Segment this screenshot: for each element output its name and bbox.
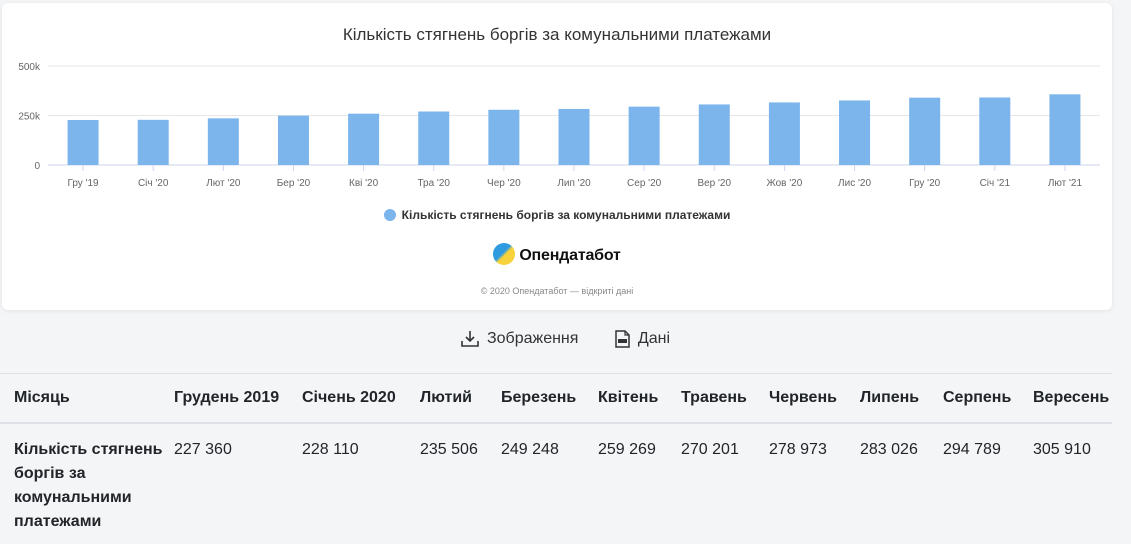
table-header-row: Місяць Грудень 2019 Січень 2020 Лютий Берез… xyxy=(0,374,1112,424)
table-row-label: Кількість стягнень боргів за комунальним… xyxy=(0,423,174,534)
x-tick-label: Лис '20 xyxy=(838,178,871,189)
table-header-month: Місяць xyxy=(0,374,174,424)
data-table: Місяць Грудень 2019 Січень 2020 Лютий Берез… xyxy=(0,374,1112,534)
bar xyxy=(909,97,941,165)
x-tick-label: Жов '20 xyxy=(766,178,802,189)
bar xyxy=(698,104,730,165)
table-cell: 249 248 xyxy=(501,441,559,458)
y-tick-label: 0 xyxy=(34,161,40,172)
bar xyxy=(488,109,520,165)
bar xyxy=(558,108,590,165)
table-cell: 305 910 xyxy=(1033,441,1091,458)
table-row-label-text: Кількість стягнень боргів за комунальним… xyxy=(14,441,163,530)
table-cell: 235 506 xyxy=(420,441,478,458)
download-data-label: Дані xyxy=(637,330,671,347)
brand-name: Опендатабот xyxy=(519,247,621,264)
x-tick-label: Лют '21 xyxy=(1048,178,1083,189)
chart-title: Кількість стягнень боргів за комунальним… xyxy=(342,25,772,44)
bar xyxy=(628,106,660,165)
x-tick-label: Лип '20 xyxy=(557,178,591,189)
bar xyxy=(137,119,169,165)
table-header-cell: Липень xyxy=(860,374,943,424)
table-cell: 294 789 xyxy=(943,441,1001,458)
legend-marker xyxy=(383,209,396,221)
table-cell: 228 110 xyxy=(302,441,359,458)
table-header-cell: Травень xyxy=(681,374,769,424)
x-tick-label: Гру '19 xyxy=(68,178,100,189)
table-cell: 270 201 xyxy=(681,441,739,458)
bar xyxy=(839,100,871,165)
x-tick-label: Кві '20 xyxy=(349,178,379,189)
bar xyxy=(979,97,1011,165)
table-header-cell: Лютий xyxy=(420,374,501,424)
bar xyxy=(277,115,309,165)
x-tick-label: Вер '20 xyxy=(697,178,731,189)
bar xyxy=(207,118,239,165)
x-tick-label: Бер '20 xyxy=(277,178,311,189)
table-row: Кількість стягнень боргів за комунальним… xyxy=(0,423,1112,534)
legend-label: Кількість стягнень боргів за комунальним… xyxy=(401,208,731,222)
table-cell: 259 269 xyxy=(598,441,656,458)
table-header-cell: Серпень xyxy=(943,374,1033,424)
x-tick-label: Тра '20 xyxy=(417,178,450,189)
table-header-cell: Червень xyxy=(769,374,860,424)
download-icon xyxy=(461,331,479,347)
table-cell: 283 026 xyxy=(860,441,918,458)
csv-file-icon xyxy=(615,330,630,348)
bar-chart: 0 250k 500k Гру '19 Січ '20 Лют '20 Бер '20 Кві… xyxy=(18,62,1100,189)
download-data-button[interactable]: Дані xyxy=(615,330,670,348)
brand-logo: Опендатабот xyxy=(2,243,1112,265)
download-image-label: Зображення xyxy=(486,330,579,347)
y-tick-label: 250k xyxy=(18,112,41,123)
chart-credits[interactable]: © 2020 Опендатабот — відкриті дані xyxy=(480,286,634,296)
table-header-cell: Січень 2020 xyxy=(302,374,420,424)
table-header-cell: Квітень xyxy=(598,374,681,424)
export-actions: Зображення Дані xyxy=(0,330,1131,353)
chart-legend[interactable]: Кількість стягнень боргів за комунальним… xyxy=(2,208,1112,222)
chart-card: 0 250k 500k Гру '19 Січ '20 Лют '20 Бер '20 Кві… xyxy=(2,3,1112,310)
data-table-container[interactable]: Місяць Грудень 2019 Січень 2020 Лютий Берез… xyxy=(0,373,1112,544)
table-cell: 227 360 xyxy=(174,441,232,458)
x-tick-label: Гру '20 xyxy=(909,178,941,189)
bar xyxy=(768,102,800,165)
y-tick-label: 500k xyxy=(18,62,41,73)
x-tick-label: Чер '20 xyxy=(487,178,521,189)
table-header-cell: Грудень 2019 xyxy=(174,374,302,424)
table-cell: 278 973 xyxy=(769,441,827,458)
x-tick-label: Лют '20 xyxy=(206,178,241,189)
bar xyxy=(418,111,450,165)
opendatabot-logo-icon xyxy=(493,243,516,265)
x-tick-label: Січ '21 xyxy=(980,178,1011,189)
download-image-button[interactable]: Зображення xyxy=(461,330,578,348)
bar xyxy=(348,113,380,165)
table-header-cell: Вересень xyxy=(1033,374,1112,424)
table-header-cell: Березень xyxy=(501,374,598,424)
x-tick-label: Січ '20 xyxy=(138,178,169,189)
bar xyxy=(1049,94,1081,165)
bar xyxy=(67,119,99,165)
x-tick-label: Сер '20 xyxy=(627,178,662,189)
